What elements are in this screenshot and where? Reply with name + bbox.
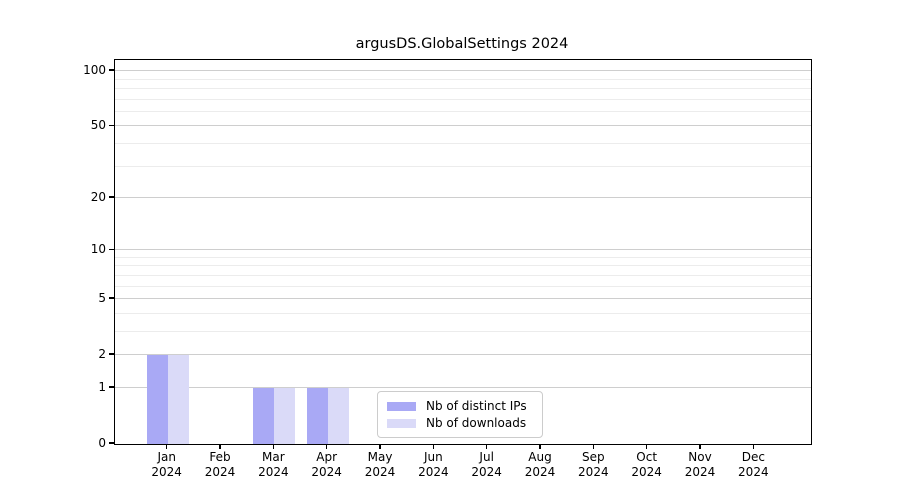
y-tick-label-100: 100 xyxy=(83,63,106,78)
bar-downloads-apr xyxy=(327,388,349,444)
y-tick-label-5: 5 xyxy=(98,291,106,306)
y-tick-label-1: 1 xyxy=(98,379,106,394)
x-tick-label-dec: Dec 2024 xyxy=(738,450,769,479)
bar-distinct-ips-mar xyxy=(253,388,275,444)
x-tick-mark-feb xyxy=(219,444,221,449)
plot-area xyxy=(114,59,812,445)
chart-title: argusDS.GlobalSettings 2024 xyxy=(355,36,569,52)
x-tick-mark-jul xyxy=(485,444,488,449)
gridline-minor-3 xyxy=(115,331,811,332)
gridline-major-1 xyxy=(115,387,811,388)
gridline-minor-30 xyxy=(115,165,811,167)
y-tick-mark-100 xyxy=(109,69,114,71)
gridline-major-5 xyxy=(115,298,811,300)
legend: Nb of distinct IPs Nb of downloads xyxy=(377,391,543,438)
legend-entry-distinct-ips: Nb of distinct IPs xyxy=(387,398,533,414)
gridline-minor-40 xyxy=(115,142,811,144)
x-tick-mark-jun xyxy=(432,444,435,449)
y-tick-label-10: 10 xyxy=(90,242,106,257)
x-tick-label-nov: Nov 2024 xyxy=(684,450,716,479)
x-tick-mark-jan xyxy=(165,444,168,449)
x-tick-label-sep: Sep 2024 xyxy=(578,450,609,479)
gridline-minor-60 xyxy=(115,110,811,112)
x-tick-mark-apr xyxy=(325,444,328,449)
x-tick-label-jul: Jul 2024 xyxy=(471,450,502,479)
gridline-minor-7 xyxy=(115,274,811,276)
y-tick-mark-20 xyxy=(109,196,114,198)
gridline-major-100 xyxy=(115,70,811,72)
y-tick-mark-50 xyxy=(109,124,114,127)
x-tick-mark-nov xyxy=(699,444,701,449)
x-tick-mark-aug xyxy=(539,444,541,449)
gridline-major-20 xyxy=(115,197,811,199)
gridline-minor-70 xyxy=(115,98,811,100)
x-tick-label-apr: Apr 2024 xyxy=(311,450,342,479)
x-tick-mark-mar xyxy=(272,444,275,449)
gridline-minor-9 xyxy=(115,256,811,258)
gridline-minor-90 xyxy=(115,78,811,80)
bar-downloads-mar xyxy=(274,388,296,444)
legend-label-downloads: Nb of downloads xyxy=(426,416,527,430)
x-tick-mark-may xyxy=(379,444,381,449)
bar-distinct-ips-jan xyxy=(146,355,168,444)
y-tick-label-20: 20 xyxy=(90,190,106,204)
gridline-major-2 xyxy=(115,354,811,356)
gridline-minor-80 xyxy=(115,87,811,89)
x-tick-label-jun: Jun 2024 xyxy=(418,450,449,479)
y-tick-mark-0 xyxy=(109,442,114,444)
gridline-major-10 xyxy=(115,249,811,251)
x-tick-mark-oct xyxy=(645,444,648,449)
legend-swatch-distinct-ips-icon xyxy=(387,401,416,411)
y-tick-label-0: 0 xyxy=(98,436,106,450)
gridline-minor-6 xyxy=(115,285,811,287)
legend-swatch-downloads-icon xyxy=(387,418,416,428)
legend-label-distinct-ips: Nb of distinct IPs xyxy=(426,399,527,413)
legend-entry-downloads: Nb of downloads xyxy=(387,415,533,431)
gridline-minor-8 xyxy=(115,265,811,267)
x-tick-label-oct: Oct 2024 xyxy=(631,450,662,479)
gridline-minor-4 xyxy=(115,312,811,314)
x-tick-label-mar: Mar 2024 xyxy=(258,450,289,479)
x-tick-label-aug: Aug 2024 xyxy=(524,450,556,479)
bar-distinct-ips-apr xyxy=(306,388,328,444)
bar-downloads-jan xyxy=(167,355,189,444)
x-tick-mark-sep xyxy=(592,444,595,449)
x-tick-label-feb: Feb 2024 xyxy=(204,450,236,479)
y-tick-label-50: 50 xyxy=(90,118,106,133)
y-tick-label-2: 2 xyxy=(98,347,106,362)
y-tick-mark-5 xyxy=(109,297,114,299)
x-tick-label-may: May 2024 xyxy=(364,450,396,479)
y-tick-mark-1 xyxy=(109,386,114,388)
gridline-major-50 xyxy=(115,125,811,127)
x-tick-label-jan: Jan 2024 xyxy=(151,450,182,479)
y-tick-mark-2 xyxy=(109,353,114,355)
x-tick-mark-dec xyxy=(752,444,755,449)
y-tick-mark-10 xyxy=(109,248,114,250)
